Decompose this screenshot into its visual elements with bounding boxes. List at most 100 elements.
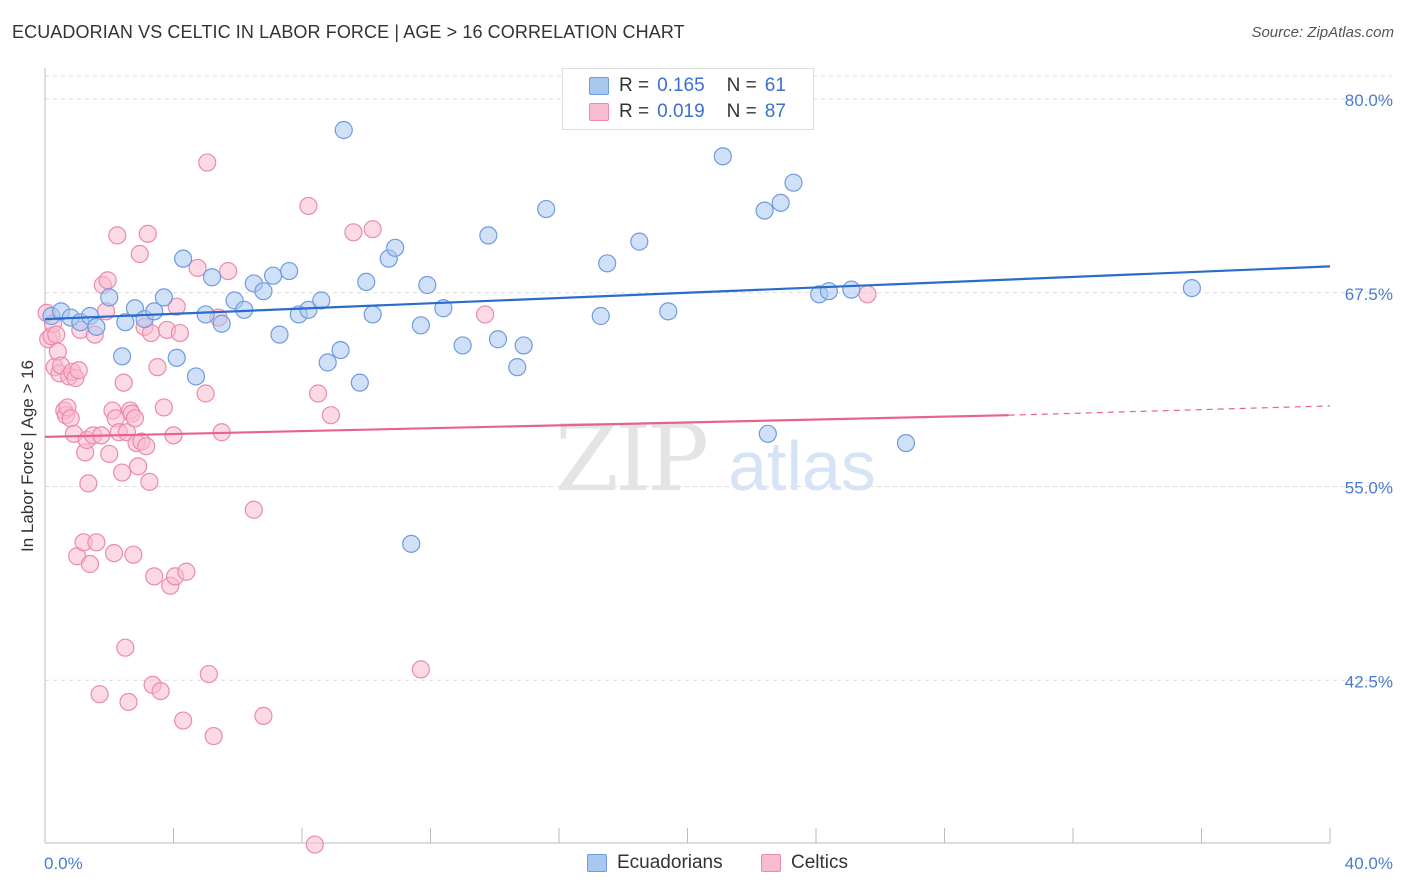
celtics-point (154, 398, 173, 417)
celtics-point (100, 444, 119, 464)
legend-r-label: R = (619, 75, 650, 96)
ecuadorians-point (418, 275, 437, 295)
x-tick-label: 40.0% (1345, 854, 1393, 873)
ecuadorians-point (591, 306, 610, 326)
gridlines (45, 75, 1392, 681)
bottom-legend-swatch-blue (587, 854, 607, 872)
bottom-legend-label: Ecuadorians (617, 852, 723, 873)
ecuadorians-point (758, 424, 777, 443)
ecuadorians-point (270, 325, 289, 344)
ecuadorians-point (167, 348, 186, 367)
celtics-point (98, 271, 117, 290)
ecuadorians-point (186, 367, 206, 386)
y-tick-label: 55.0% (1345, 479, 1393, 498)
chart-title: ECUADORIAN VS CELTIC IN LABOR FORCE | AG… (12, 22, 685, 42)
ecuadorians-point (386, 238, 405, 257)
celtics-point (145, 567, 164, 586)
celtics-point (119, 692, 138, 712)
ecuadorians-point (411, 316, 430, 335)
celtics-point (108, 226, 127, 245)
trend-lines (44, 265, 1331, 438)
ecuadorians-point (174, 249, 193, 268)
celtics-point (254, 706, 273, 726)
celtics-point (244, 500, 263, 519)
axes (44, 68, 1331, 844)
celtics-point (90, 685, 109, 704)
ecuadorians-point (842, 280, 861, 299)
celtics-point (198, 153, 217, 172)
ecuadorians-point (334, 120, 353, 140)
legend-r-value: 0.019 (657, 101, 705, 122)
ecuadorians-point (630, 232, 649, 251)
ecuadorians-point (202, 268, 222, 287)
ecuadorians-point (357, 272, 376, 291)
watermark-zip: ZIP (555, 405, 706, 512)
celtics-point (167, 297, 186, 316)
ecuadorians-point (537, 199, 556, 219)
ecuadorians-point (363, 305, 382, 324)
ecuadorians-point (100, 288, 119, 307)
ecuadorians-point (350, 373, 369, 392)
x-tick-label: 0.0% (44, 854, 83, 873)
celtics-point (129, 457, 148, 476)
ecuadorians-point (87, 317, 106, 336)
celtics-point (80, 554, 100, 574)
x-tick-labels: 0.0% 40.0% (44, 854, 1393, 873)
y-tick-label: 80.0% (1345, 91, 1393, 110)
bottom-legend-celtics: Celtics (761, 852, 848, 874)
ecuadorians-point (896, 434, 916, 453)
legend-n-label: N = (726, 101, 757, 122)
ecuadorians-point (488, 330, 508, 349)
ecuadorians-points (42, 120, 1201, 553)
bottom-legend-label: Celtics (791, 852, 849, 873)
celtics-point (87, 533, 106, 552)
celtics-point (174, 711, 193, 730)
celtics-point (196, 384, 215, 403)
ecuadorians-point (713, 147, 732, 166)
celtics-point (138, 224, 157, 243)
celtics-point (140, 472, 159, 491)
celtics-point (204, 726, 223, 746)
ecuadorians-point (784, 173, 803, 192)
ecuadorians-point (771, 193, 790, 212)
stats-legend: R = 0.165 N = 61 R = 0.019 N = 87 (562, 68, 814, 130)
celtics-point (411, 660, 430, 679)
celtics-point (858, 285, 877, 304)
celtics-point (124, 545, 143, 564)
legend-r-value: 0.165 (657, 75, 705, 96)
bottom-legend-swatch-pink (761, 854, 781, 872)
celtics-point (114, 373, 133, 392)
watermark: ZIP atlas (555, 405, 876, 512)
watermark-atlas: atlas (728, 427, 876, 505)
ecuadorians-point (280, 261, 299, 281)
ecuadorians-point (598, 254, 617, 273)
celtics-point (199, 664, 218, 684)
celtics-point (164, 426, 183, 445)
bottom-legend-ecuadorians: Ecuadorians (587, 852, 723, 874)
ecuadorians-point (254, 282, 273, 301)
y-tick-labels: 42.5% 55.0% 67.5% 80.0% (1345, 91, 1393, 691)
celtics-point (299, 196, 318, 216)
ecuadorians-point (318, 353, 337, 372)
celtics-point (79, 474, 98, 493)
legend-swatch-pink (589, 103, 609, 121)
celtics-point (219, 261, 238, 281)
ecuadorians-point (755, 201, 774, 220)
ecuadorians-point (299, 300, 318, 319)
celtics-trend-line-extension (1008, 405, 1331, 416)
celtics-point (104, 544, 124, 563)
celtics-point (476, 305, 495, 324)
ecuadorians-point (514, 336, 533, 355)
celtics-point (305, 835, 324, 854)
celtics-point (188, 258, 207, 278)
celtics-point (130, 244, 149, 264)
celtics-trend-line (44, 414, 1009, 438)
legend-row-ecuadorians: R = 0.165 N = 61 (589, 75, 786, 97)
ecuadorians-point (659, 302, 678, 321)
legend-r-label: R = (619, 101, 650, 122)
celtics-point (363, 220, 382, 239)
celtics-point (344, 223, 363, 242)
celtics-point (61, 409, 80, 428)
ecuadorians-point (154, 288, 173, 307)
celtics-points (37, 153, 877, 854)
